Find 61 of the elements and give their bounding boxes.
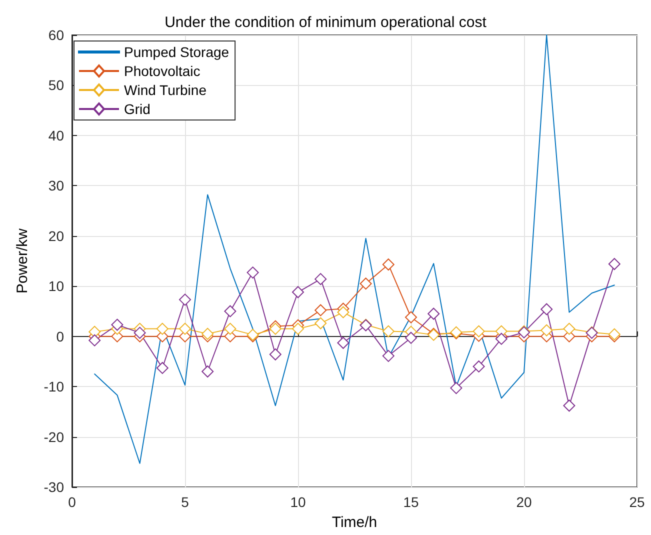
point — [428, 308, 440, 320]
point — [224, 305, 236, 318]
point — [156, 322, 168, 335]
point — [472, 360, 485, 372]
y-tick-label: -10 — [44, 378, 64, 395]
point — [202, 328, 214, 340]
point — [405, 311, 417, 324]
point — [179, 294, 191, 306]
point — [111, 318, 124, 331]
point — [202, 365, 214, 378]
x-tick-label: 15 — [403, 494, 419, 510]
point — [563, 322, 576, 335]
point — [134, 326, 146, 339]
point — [246, 266, 259, 279]
legend-label: Pumped Storage — [124, 44, 230, 60]
point — [540, 303, 553, 316]
point — [314, 317, 327, 330]
y-tick-label: 60 — [48, 27, 64, 43]
legend-label: Photovoltaic — [124, 63, 200, 79]
point — [292, 286, 304, 298]
point — [360, 278, 372, 290]
chart-title: Under the condition of minimum operational cost — [164, 14, 488, 31]
x-tick-label: 25 — [629, 494, 645, 510]
line-series — [94, 34, 615, 464]
x-tick-label: 20 — [516, 494, 532, 510]
legend-label: Wind Turbine — [124, 82, 207, 98]
legend-label: Grid — [124, 101, 150, 117]
y-tick-label: 50 — [48, 77, 64, 94]
point — [337, 336, 350, 349]
point — [382, 258, 394, 271]
point — [450, 382, 462, 394]
point — [292, 322, 304, 335]
point — [563, 400, 576, 412]
point — [269, 322, 282, 335]
y-tick-label: -30 — [44, 479, 64, 495]
point — [382, 350, 394, 362]
y-tick-label: -20 — [44, 428, 64, 445]
x-axis-title: Time/h — [332, 514, 378, 531]
point — [179, 322, 191, 335]
point — [269, 348, 282, 360]
point — [337, 306, 350, 318]
point — [405, 332, 417, 344]
point — [224, 322, 236, 335]
point — [472, 325, 485, 338]
y-tick-label: 40 — [48, 127, 64, 144]
point — [495, 332, 508, 345]
point — [314, 304, 327, 316]
point — [382, 325, 394, 338]
y-tick-label: 10 — [48, 278, 64, 294]
y-tick-label: 30 — [48, 178, 64, 194]
x-tick-label: 0 — [68, 494, 76, 510]
point — [608, 258, 620, 270]
point — [156, 362, 168, 374]
point — [314, 273, 327, 286]
y-axis-title: Power/kw — [14, 228, 31, 294]
y-tick-label: 20 — [48, 228, 64, 244]
x-tick-label: 10 — [290, 494, 306, 510]
point — [88, 334, 101, 346]
point — [540, 324, 553, 336]
y-tick-label: 0 — [56, 328, 64, 344]
x-tick-label: 5 — [181, 494, 190, 510]
